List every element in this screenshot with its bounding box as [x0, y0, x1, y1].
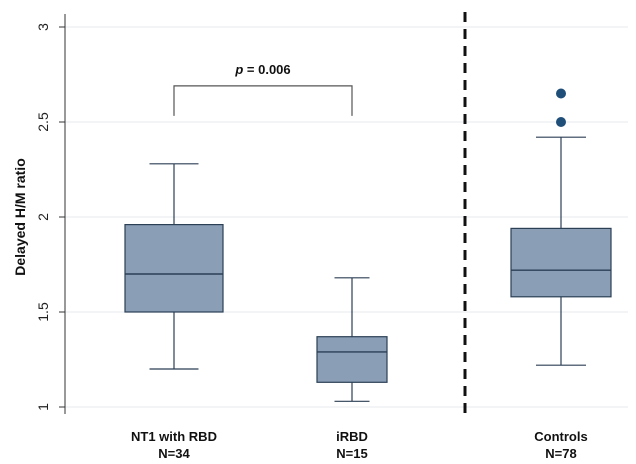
- p-value-label: p = 0.006: [234, 62, 290, 77]
- p-value-annotation: p = 0.006: [173, 62, 353, 116]
- x-category-label: iRBD: [336, 429, 368, 444]
- iqr-box: [124, 224, 224, 313]
- y-tick-label: 2.5: [35, 112, 51, 132]
- x-category-labels: NT1 with RBD N=34 iRBD N=15 Controls N=78: [131, 429, 588, 461]
- x-category-label: NT1 with RBD: [131, 429, 217, 444]
- iqr-box: [510, 227, 612, 298]
- y-tick-label: 2: [35, 213, 51, 221]
- box-group: [510, 88, 612, 366]
- boxes: [124, 88, 612, 402]
- x-category-label: Controls: [534, 429, 587, 444]
- iqr-box: [316, 336, 388, 383]
- x-category-n-label: N=78: [545, 446, 576, 461]
- significance-bracket: [173, 85, 353, 116]
- box-group: [124, 163, 224, 370]
- y-tick-label: 1.5: [35, 302, 51, 322]
- y-ticks: 1 1.5 2 2.5 3: [35, 23, 65, 411]
- box-group: [316, 277, 388, 402]
- outlier-point: [556, 117, 566, 127]
- y-tick-label: 1: [35, 403, 51, 411]
- p-value-text: = 0.006: [243, 62, 290, 77]
- y-axis-label: Delayed H/M ratio: [12, 158, 28, 275]
- outlier-point: [556, 88, 566, 99]
- x-category-n-label: N=15: [336, 446, 367, 461]
- y-tick-label: 3: [35, 23, 51, 31]
- p-value-symbol: p: [234, 62, 243, 77]
- x-category-n-label: N=34: [158, 446, 190, 461]
